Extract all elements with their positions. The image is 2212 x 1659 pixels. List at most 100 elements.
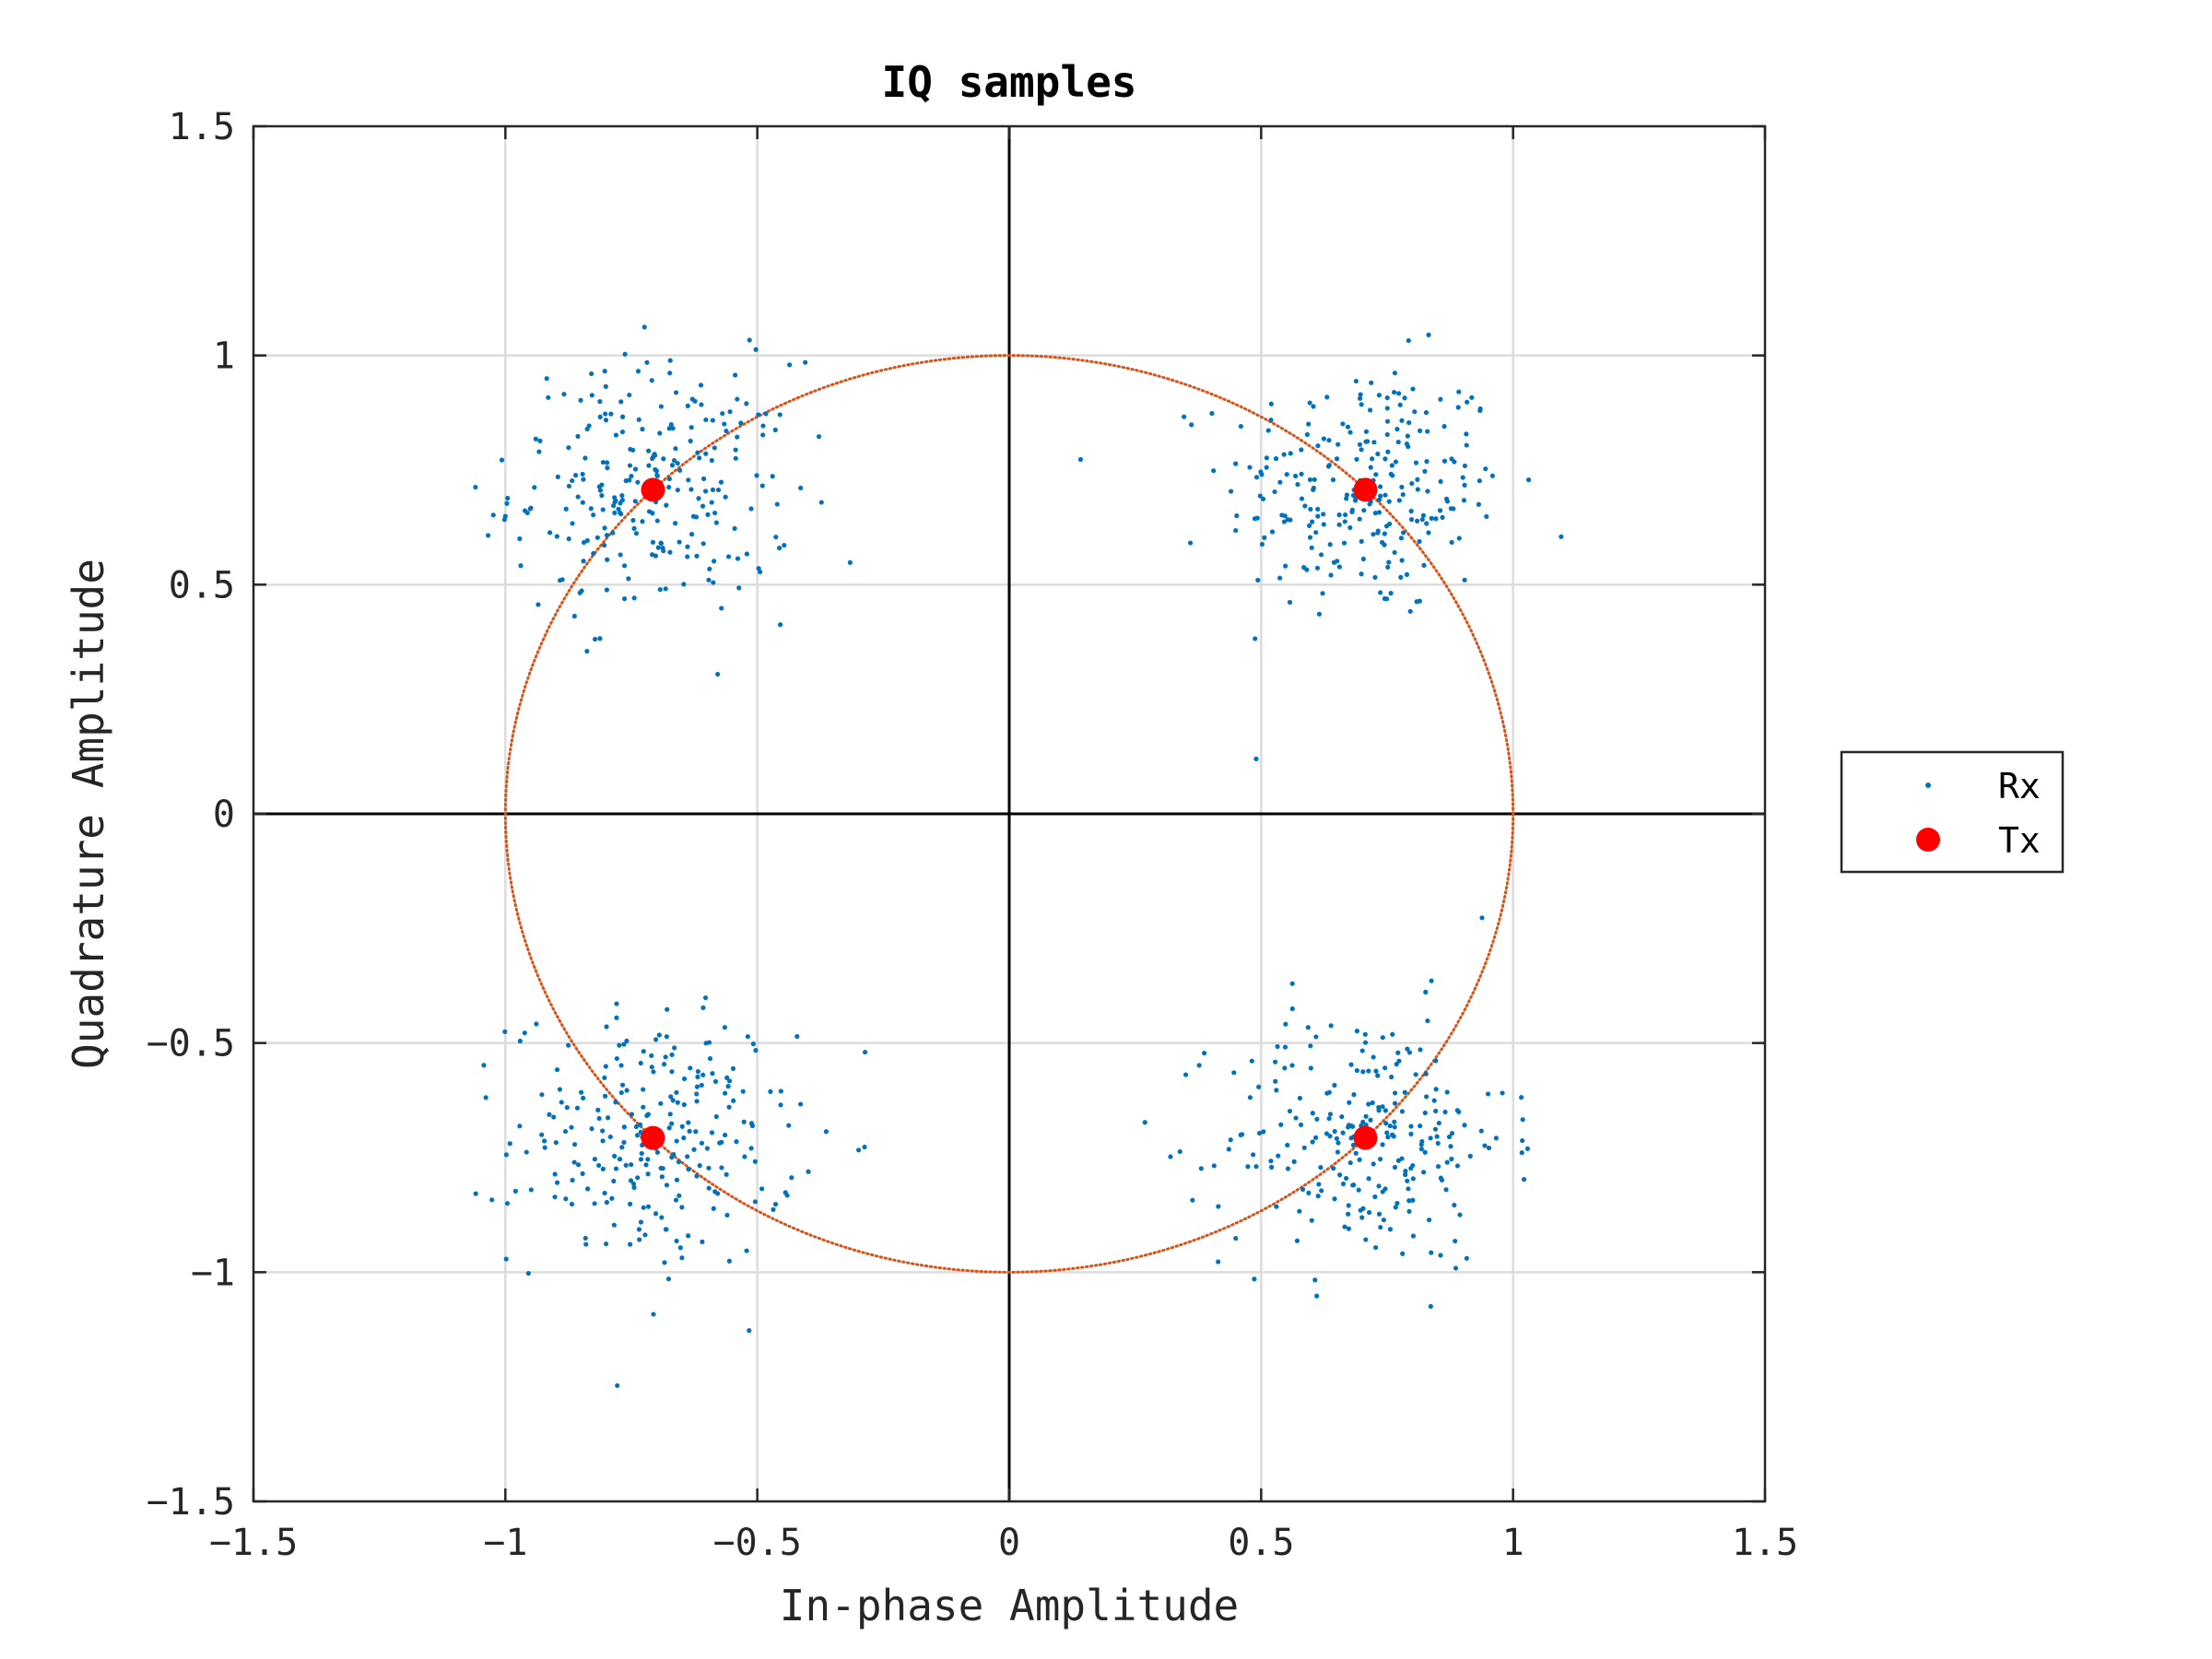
rx-point [1342, 512, 1348, 518]
rx-point [650, 455, 655, 462]
rx-point [1373, 1244, 1379, 1251]
rx-point [1418, 1142, 1424, 1147]
rx-point [1283, 1021, 1288, 1027]
rx-point [1312, 1277, 1318, 1283]
rx-point [518, 563, 524, 569]
rx-point [604, 1199, 610, 1206]
rx-point [563, 506, 569, 512]
axis-ticks [252, 124, 1767, 1503]
rx-point [1443, 496, 1450, 501]
rx-point [700, 1239, 705, 1244]
rx-point [1462, 577, 1467, 582]
rx-point [1306, 421, 1312, 427]
rx-point [1410, 1176, 1416, 1182]
rx-point [635, 1175, 641, 1181]
rx-point [1454, 1163, 1461, 1169]
rx-point [1256, 1084, 1262, 1089]
rx-point [618, 399, 624, 405]
rx-point [631, 1184, 637, 1191]
rx-point [622, 351, 628, 357]
rx-point [1392, 371, 1398, 376]
rx-point [1524, 1146, 1531, 1151]
rx-point [661, 1062, 667, 1067]
rx-point [1389, 1074, 1394, 1080]
rx-point [669, 1121, 675, 1126]
rx-point [1387, 521, 1393, 527]
rx-point [677, 467, 683, 473]
rx-point [744, 1248, 749, 1253]
rx-point [571, 613, 577, 619]
rx-point [1521, 1177, 1527, 1182]
rx-point [651, 1069, 656, 1075]
rx-point [1311, 487, 1316, 492]
x-tick-label: −0.5 [713, 1522, 802, 1564]
rx-point [707, 566, 712, 571]
rx-point [1462, 463, 1468, 469]
rx-point [1457, 1212, 1463, 1218]
rx-point [702, 994, 709, 1001]
rx-point [1301, 1145, 1307, 1150]
rx-point [670, 426, 676, 431]
rx-point [628, 1201, 633, 1207]
rx-point [1187, 540, 1194, 546]
rx-point [1250, 1152, 1256, 1158]
rx-point [806, 1169, 811, 1174]
rx-point [631, 525, 637, 531]
rx-point [669, 1052, 675, 1058]
rx-point [1359, 571, 1364, 577]
rx-point [664, 1034, 669, 1040]
rx-point [1313, 1034, 1319, 1040]
rx-point [611, 503, 617, 509]
rx-point [1410, 1197, 1416, 1203]
rx-point [617, 1042, 622, 1048]
rx-point [1233, 527, 1239, 534]
rx-point [1307, 477, 1313, 483]
rx-point [589, 393, 594, 398]
rx-point [1449, 1156, 1454, 1162]
rx-point [627, 463, 633, 468]
rx-point [679, 1124, 685, 1129]
rx-point [611, 1222, 617, 1228]
rx-point [1405, 1178, 1410, 1183]
rx-point [535, 602, 541, 607]
rx-point [473, 484, 478, 490]
rx-point [1525, 477, 1532, 483]
rx-point [639, 1150, 644, 1157]
legend-tx-label: Tx [1998, 820, 2041, 861]
rx-point [663, 1054, 668, 1060]
rx-point [1310, 519, 1315, 524]
rx-point [671, 1151, 677, 1158]
rx-point [688, 531, 695, 537]
rx-point [1357, 1157, 1362, 1162]
rx-point [597, 636, 603, 641]
rx-point [1363, 1113, 1369, 1119]
rx-point [760, 432, 766, 438]
rx-point [1437, 508, 1443, 513]
rx-point [1346, 1226, 1352, 1231]
rx-point [1318, 1165, 1324, 1171]
rx-point [1394, 1200, 1400, 1206]
rx-point [1231, 1070, 1237, 1076]
rx-point [585, 1186, 591, 1192]
rx-point [1378, 493, 1383, 499]
rx-point [712, 1189, 718, 1194]
rx-point [643, 1162, 649, 1168]
rx-point [1476, 501, 1482, 507]
rx-point [1382, 542, 1387, 547]
rx-point [1426, 332, 1431, 337]
rx-point [1325, 464, 1332, 469]
x-tick-label: 1.5 [1732, 1522, 1798, 1564]
rx-point [596, 484, 602, 489]
rx-point [1306, 523, 1312, 528]
rx-point [623, 1162, 629, 1168]
rx-point [794, 1033, 800, 1040]
rx-point [723, 1132, 728, 1138]
rx-point [671, 457, 677, 464]
rx-point [1321, 522, 1326, 527]
rx-point [661, 456, 666, 462]
rx-point [554, 1180, 560, 1185]
rx-point [750, 1041, 757, 1047]
rx-point [557, 1087, 563, 1092]
rx-point [1274, 1204, 1279, 1209]
rx-point [1370, 456, 1375, 462]
